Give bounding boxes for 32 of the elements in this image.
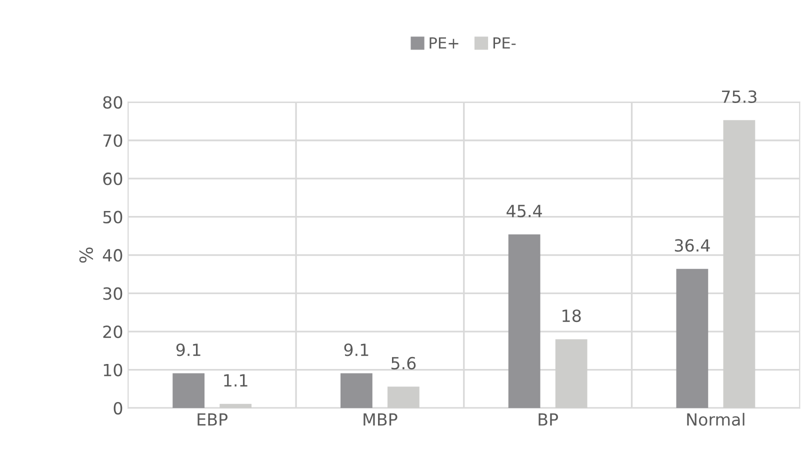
bar [676,268,708,408]
y-tick-label: 80 [103,96,122,109]
y-tick-label: 20 [103,326,122,338]
data-label: 9.1 [344,344,368,356]
data-label: 5.6 [391,356,416,370]
y-axis-title: % [79,247,94,263]
y-tick-label: 50 [103,210,122,224]
bar [723,120,756,408]
data-label: 75.3 [722,90,756,103]
y-tick-label: 60 [103,172,122,186]
data-label: 9.1 [176,344,200,356]
y-tick-label: 40 [102,249,122,262]
legend-label: PE+ [430,37,458,48]
bar [340,373,372,408]
data-label: 18 [562,309,581,322]
bar [555,339,588,408]
x-tick-label: EBP [198,413,228,426]
x-tick-label: BP [538,413,558,426]
legend-label: PE- [493,37,516,48]
data-label: 45.4 [506,204,542,218]
bar [388,386,420,408]
bar [220,404,252,408]
x-tick-label: MBP [364,413,398,426]
y-tick-label: 30 [103,287,122,300]
data-label: 36.4 [674,239,710,252]
data-label: 1.1 [224,374,248,386]
y-tick-label: 10 [104,364,122,376]
y-tick-label: 0 [114,402,122,415]
bar [172,373,205,408]
y-tick-label: 70 [103,134,122,147]
bar [508,234,540,408]
x-tick-label: Normal [687,412,744,426]
